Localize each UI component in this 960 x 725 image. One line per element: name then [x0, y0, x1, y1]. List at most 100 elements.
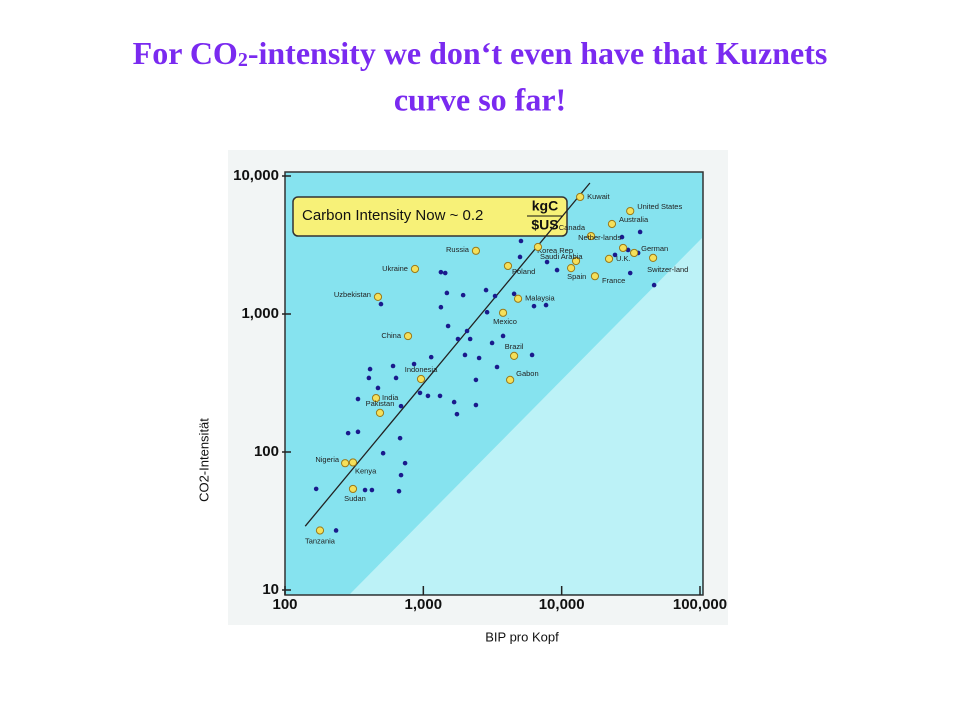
labeled-point [630, 248, 639, 258]
data-point [438, 304, 444, 310]
data-point [454, 411, 460, 417]
labeled-point [348, 458, 358, 467]
point-label: Pakistan [366, 399, 395, 408]
data-point [397, 435, 403, 441]
point-label: India [382, 393, 399, 402]
point-label: Kenya [355, 466, 377, 475]
data-point [467, 336, 473, 342]
y-tick-label: 10,000 [233, 167, 279, 184]
data-point [393, 375, 399, 381]
point-label: Kuwait [587, 192, 610, 201]
data-point [484, 309, 490, 315]
lighter-band [350, 238, 702, 594]
data-point [355, 396, 361, 402]
data-point [544, 259, 550, 265]
point-label: Korea Rep [537, 246, 573, 255]
data-point [460, 292, 466, 298]
data-point [651, 282, 657, 288]
y-tick-label: 10 [262, 581, 279, 598]
data-point [398, 403, 404, 409]
point-label: Sudan [344, 494, 366, 503]
data-point [483, 287, 489, 293]
point-label: Nigeria [315, 455, 340, 464]
x-tick-label: 100,000 [673, 596, 727, 613]
data-point [402, 460, 408, 466]
labeled-point [648, 253, 658, 262]
data-point [494, 364, 500, 370]
point-label: Gabon [516, 369, 539, 378]
labeled-point [315, 526, 325, 535]
point-label: Poland [512, 267, 535, 276]
labeled-point [607, 219, 617, 229]
title-part: -intensity we don‘t even have that Kuzne… [248, 35, 828, 71]
labeled-point [590, 272, 600, 281]
point-label: Ukraine [382, 264, 408, 273]
point-label: Spain [567, 272, 586, 281]
data-point [492, 293, 498, 299]
data-point [425, 393, 431, 399]
data-point [531, 303, 537, 309]
labeled-point [513, 294, 523, 303]
data-point [554, 267, 560, 273]
title-part: For CO [133, 35, 238, 71]
data-point [455, 336, 461, 342]
data-point [398, 472, 404, 478]
point-label: Mexico [493, 317, 517, 326]
y-tick-label: 1,000 [241, 305, 279, 322]
title-line-2: curve so far! [394, 81, 566, 117]
data-point [411, 361, 417, 367]
labeled-point [341, 459, 350, 468]
data-point [619, 234, 625, 240]
labeled-point [373, 292, 383, 302]
data-point [362, 487, 368, 493]
labeled-point [506, 375, 515, 385]
data-point [511, 291, 517, 297]
data-point [445, 323, 451, 329]
data-point [355, 429, 361, 435]
data-point [462, 352, 468, 358]
data-point [367, 366, 373, 372]
labeled-point [503, 261, 513, 271]
data-point [417, 390, 423, 396]
data-point [518, 238, 524, 244]
data-point [612, 252, 618, 258]
data-point [438, 269, 444, 275]
point-label: Canada [559, 223, 586, 232]
point-label: United States [637, 202, 682, 211]
data-point [451, 399, 457, 405]
labeled-point [371, 393, 381, 403]
x-tick-label: 100 [272, 596, 297, 613]
data-point [333, 528, 339, 533]
data-point [500, 333, 506, 339]
labeled-point [576, 192, 585, 202]
labeled-point [626, 206, 635, 216]
data-point [313, 486, 319, 492]
labeled-point [416, 374, 426, 384]
point-label: German [641, 244, 668, 253]
data-point [543, 302, 549, 308]
point-label: France [602, 276, 625, 285]
data-point [369, 487, 375, 493]
data-point [627, 270, 633, 276]
point-label: China [381, 331, 401, 340]
data-point [476, 355, 482, 361]
point-label: Malaysia [525, 294, 555, 303]
labeled-point [604, 254, 614, 263]
data-point [517, 254, 523, 260]
point-label: Uzbekistan [334, 290, 371, 299]
labeled-point [509, 351, 519, 361]
x-tick-label: 1,000 [405, 596, 443, 613]
point-label: Australia [619, 215, 649, 224]
labeled-point [533, 242, 543, 252]
fit-line [304, 182, 591, 527]
data-point [529, 352, 535, 358]
labeled-point [566, 264, 576, 273]
point-label: Nether-lands [578, 233, 621, 242]
data-point [442, 270, 448, 276]
data-point [473, 377, 479, 383]
data-point [637, 229, 643, 235]
point-label: Switzer-land [647, 265, 688, 274]
annotation-numerator: kgC [532, 198, 558, 214]
data-point [345, 430, 351, 436]
